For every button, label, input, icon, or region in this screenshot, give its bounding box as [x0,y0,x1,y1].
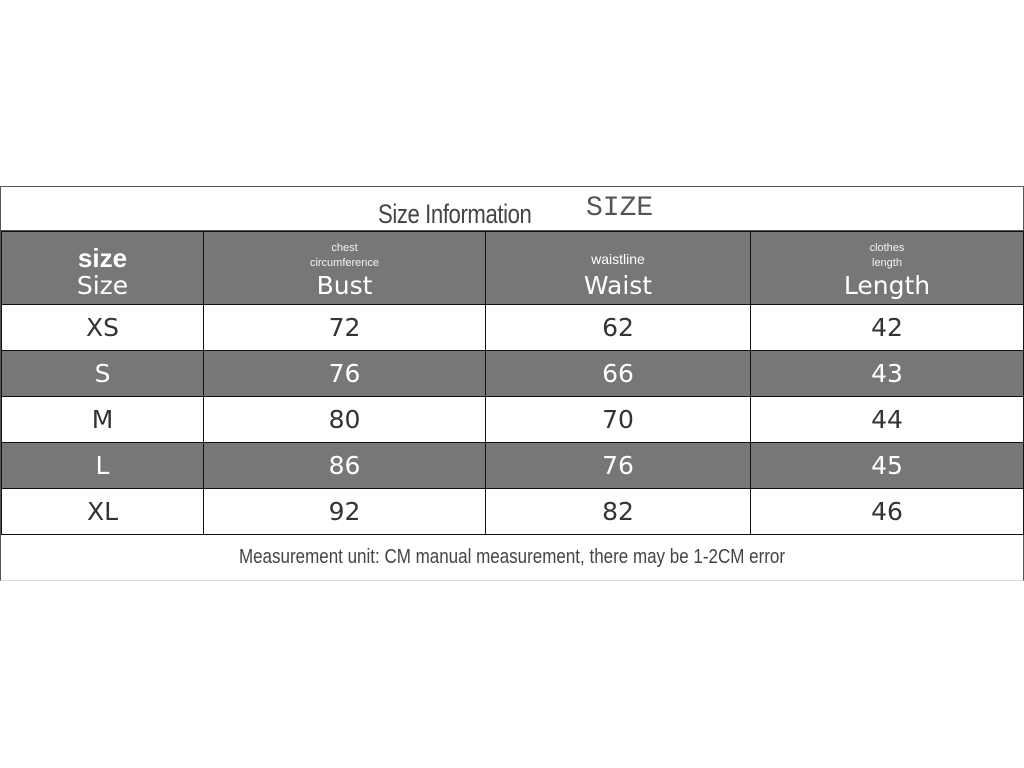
header-sub: waistline [591,251,645,267]
table-cell: XL [1,488,204,535]
header-sub: circumference [309,257,380,269]
table-row: M 80 70 44 [1,396,1024,443]
table-cell: 62 [485,304,751,351]
table-row: S 76 66 43 [1,350,1024,397]
footer-note: Measurement unit: CM manual measurement,… [238,546,786,568]
table-row: XS 72 62 42 [1,304,1024,351]
title-row: Size Information SIZE [1,187,1023,231]
table-cell: 70 [485,396,751,443]
header-label: Waist [583,271,653,300]
table-cell: L [1,442,204,489]
table-cell: 42 [750,304,1024,351]
header-bust: chest circumference Bust [203,231,486,305]
table-cell: M [1,396,204,443]
table-cell: 43 [750,350,1024,397]
header-row: size Size chest circumference Bust waistlin… [1,231,1024,305]
chart-title: Size Information [378,199,532,229]
table-row: XL 92 82 46 [1,488,1024,535]
header-label: Size [76,271,129,300]
header-sub: clothes [869,242,905,254]
table-cell: 66 [485,350,751,397]
header-size: size Size [1,231,204,305]
table-cell: 76 [485,442,751,489]
table-row: L 86 76 45 [1,442,1024,489]
header-label: Length [843,271,931,300]
table-cell: 72 [203,304,486,351]
header-waist: waistline Waist [485,231,751,305]
table-cell: XS [1,304,204,351]
table-cell: 44 [750,396,1024,443]
table-cell: 80 [203,396,486,443]
size-table: size Size chest circumference Bust waistlin… [1,231,1024,535]
table-cell: 45 [750,442,1024,489]
header-sub: size [77,243,128,273]
size-chart: Size Information SIZE size Size chest circ… [0,186,1024,581]
table-cell: 82 [485,488,751,535]
header-label: Bust [316,271,373,300]
header-length: clothes length Length [750,231,1024,305]
chart-title-en: SIZE [586,193,654,224]
table-cell: S [1,350,204,397]
table-cell: 46 [750,488,1024,535]
header-sub: chest [331,242,358,254]
header-sub: length [872,257,902,269]
table-cell: 86 [203,442,486,489]
table-cell: 76 [203,350,486,397]
table-cell: 92 [203,488,486,535]
